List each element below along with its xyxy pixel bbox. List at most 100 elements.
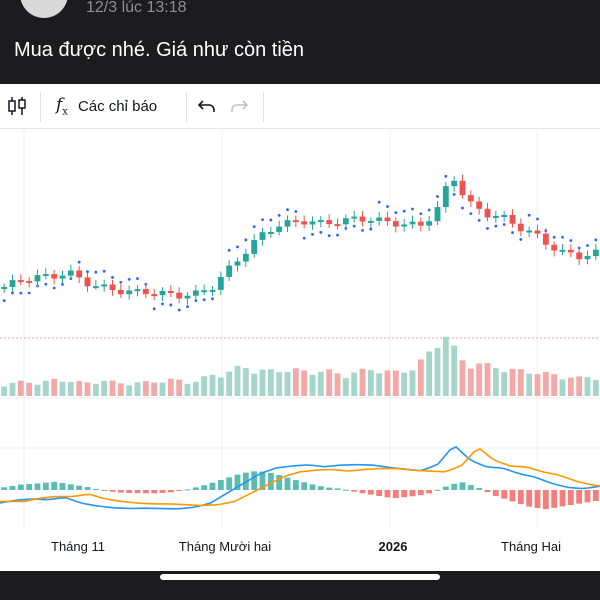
macd-bar	[34, 483, 41, 490]
macd-bar	[409, 490, 416, 497]
macd-bar	[542, 490, 549, 510]
volume-bar	[51, 378, 58, 396]
post-caption: Mua được nhé. Giá như còn tiền	[14, 39, 305, 61]
sar-dot	[586, 244, 589, 247]
sar-dot	[194, 299, 198, 303]
volume-bar	[492, 368, 499, 396]
candle-body	[17, 280, 24, 283]
candle-body	[384, 217, 391, 222]
macd-bar	[567, 490, 574, 506]
candle-body	[576, 252, 583, 260]
volume-bar	[342, 378, 349, 396]
avatar[interactable]	[20, 0, 68, 18]
volume-bar	[326, 369, 333, 396]
volume-bar	[426, 351, 433, 396]
candle-body	[401, 224, 408, 227]
candle-body	[534, 230, 541, 234]
macd-bar	[167, 490, 174, 493]
volume-bar	[276, 372, 283, 396]
macd-histogram	[1, 471, 599, 510]
sar-dot	[502, 223, 506, 226]
chart-toolbar: fx Các chỉ báo	[0, 84, 600, 129]
chart-grid	[23, 128, 538, 528]
candle-body	[34, 275, 41, 282]
indicators-button[interactable]: fx Các chỉ báo	[56, 92, 157, 120]
candle-body	[9, 280, 16, 287]
sar-dot	[319, 230, 323, 234]
sar-dot	[377, 200, 381, 204]
macd-bar	[476, 488, 483, 490]
candle-body	[417, 221, 424, 226]
volume-bar	[559, 379, 566, 396]
volume-bar	[284, 372, 291, 396]
sar-dot	[244, 238, 248, 242]
volume-bar	[201, 376, 208, 396]
macd-bar	[51, 481, 58, 490]
candle-body	[434, 207, 441, 222]
macd-bar	[517, 490, 524, 505]
volume-bar	[101, 380, 108, 396]
redo-icon	[231, 100, 249, 112]
candle-body	[51, 274, 58, 279]
volume-bar	[151, 382, 158, 396]
candle-body	[167, 291, 174, 294]
candle-body	[567, 249, 574, 253]
volume-bar	[409, 370, 416, 396]
macd-bar	[226, 477, 233, 490]
home-indicator[interactable]	[160, 574, 440, 580]
volume-bar	[484, 363, 491, 396]
volume-bar	[209, 374, 216, 396]
candlestick-type-button[interactable]	[6, 92, 28, 120]
macd-bar	[292, 480, 299, 490]
candle-body	[492, 215, 499, 218]
volume-bar	[467, 368, 474, 396]
volume-bar	[534, 374, 541, 396]
sar-dot	[469, 212, 473, 216]
volume-bar	[192, 381, 199, 396]
volume-bars	[1, 336, 599, 396]
macd-signal-line	[0, 447, 600, 507]
sar-dot	[236, 245, 239, 249]
candle-body	[201, 290, 208, 293]
sar-dot	[369, 227, 373, 231]
volume-bar	[142, 381, 149, 396]
sar-dot	[511, 231, 514, 234]
candle-body	[367, 220, 374, 223]
macd-bar	[176, 490, 183, 492]
volume-bar	[309, 374, 316, 396]
candle-body	[509, 214, 516, 224]
macd-bar	[467, 485, 474, 490]
volume-bar	[184, 383, 191, 396]
sar-dot	[19, 291, 23, 295]
sar-dot	[336, 233, 339, 237]
macd-bar	[92, 488, 99, 490]
sar-dot	[494, 224, 498, 228]
sar-dot	[394, 211, 398, 215]
candle-body	[42, 274, 49, 277]
macd-bar	[584, 490, 591, 503]
chart-card: fx Các chỉ báo Tháng 11 Tháng Mười	[0, 84, 600, 571]
undo-icon	[197, 100, 215, 112]
sar-dot	[11, 291, 14, 295]
macd-bar	[451, 483, 458, 490]
sar-dot	[177, 308, 181, 312]
sar-dot	[119, 280, 123, 284]
redo-button[interactable]	[228, 92, 250, 120]
sar-dot	[27, 291, 31, 295]
candle-body	[217, 276, 224, 290]
toolbar-divider	[263, 92, 264, 122]
candle-body	[259, 232, 266, 240]
volume-bar	[584, 377, 591, 396]
candle-body	[592, 249, 599, 257]
sar-dot	[569, 239, 573, 242]
sar-dot	[61, 283, 64, 286]
macd-bar	[101, 490, 108, 491]
price-chart[interactable]: Tháng 11 Tháng Mười hai 2026 Tháng Hai	[0, 128, 600, 571]
macd-bar	[551, 490, 558, 508]
sar-dot	[402, 209, 406, 213]
time-axis-label: Tháng Hai	[501, 539, 561, 554]
volume-bar	[476, 363, 483, 396]
undo-button[interactable]	[196, 92, 218, 120]
macd-bar	[151, 490, 158, 494]
sar-dot	[169, 303, 173, 307]
